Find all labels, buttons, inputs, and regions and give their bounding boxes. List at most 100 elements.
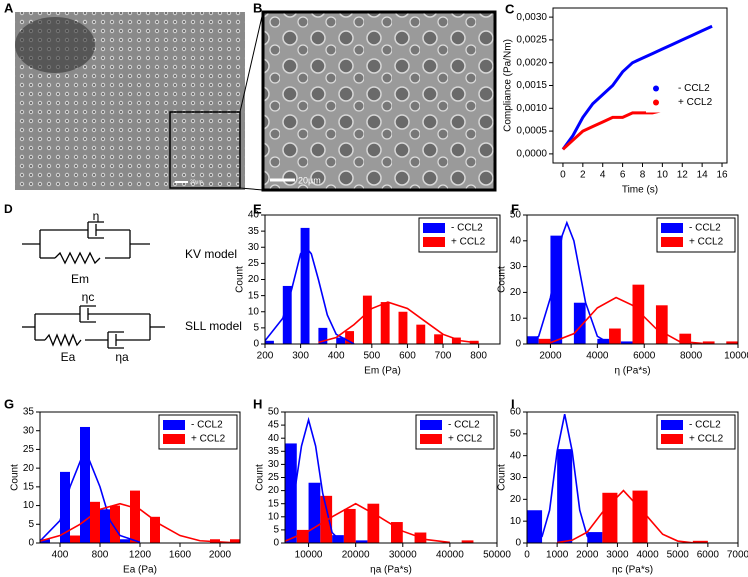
chart: H 10000 20000 30000 40000 50000 0 5 10 15 20 25 30 35… (253, 396, 511, 575)
image-b: 20μm B (253, 0, 497, 192)
legend-marker (420, 420, 442, 430)
plot-area (527, 414, 708, 543)
panel-letter: H (253, 396, 262, 411)
panel-letter: D (4, 202, 13, 216)
x-tick-label: 1000 (546, 550, 569, 561)
x-tick-label: 6000 (697, 550, 720, 561)
x-axis-label: Time (s) (622, 185, 658, 196)
y-tick-label: 40 (510, 235, 522, 246)
y-tick-label: 10 (248, 306, 260, 317)
y-tick-label: 35 (248, 226, 260, 237)
bar (702, 341, 715, 344)
legend-marker (423, 237, 445, 247)
y-tick-label: 0,0025 (516, 35, 547, 46)
bar (80, 426, 90, 543)
dark-region (15, 17, 95, 73)
y-tick-label: 10 (23, 500, 35, 511)
y-tick-label: 10 (510, 516, 522, 527)
x-tick-label: 0 (524, 550, 530, 561)
bar (434, 334, 444, 344)
y-tick-label: 0 (273, 538, 279, 549)
bar (726, 341, 738, 344)
plot-frame (284, 411, 498, 544)
plot-frame (526, 214, 739, 345)
y-tick-label: 0,0005 (516, 126, 547, 137)
bar (587, 532, 603, 543)
panel-letter: G (4, 396, 14, 411)
param-label: Em (71, 272, 89, 286)
bar (70, 535, 80, 543)
y-tick-label: 0,0020 (516, 57, 547, 68)
x-axis-label: ηc (Pa*s) (612, 565, 653, 576)
fit-curve (285, 502, 450, 543)
plot-frame (526, 411, 739, 544)
legend-marker (653, 85, 659, 92)
bar (296, 529, 309, 543)
bar (343, 508, 356, 543)
fit-curve (527, 220, 610, 344)
x-tick-label: 4 (600, 170, 606, 181)
plot-area (265, 227, 479, 344)
y-tick-label: 5 (273, 525, 279, 536)
model-label: SLL model (185, 319, 242, 333)
x-tick-label: 800 (92, 550, 109, 561)
y-tick-label: 10 (268, 511, 280, 522)
x-tick-label: 6 (620, 170, 626, 181)
x-tick-label: 8 (640, 170, 646, 181)
bar (679, 333, 692, 344)
y-tick-label: 50 (510, 428, 522, 439)
y-tick-label: 25 (23, 444, 35, 455)
x-tick-label: 50000 (483, 550, 511, 561)
y-tick-label: 0 (515, 538, 521, 549)
plot-area (285, 416, 474, 543)
panel-letter: A (4, 0, 14, 15)
plot-area (40, 426, 240, 543)
bar (655, 305, 668, 344)
x-tick-label: 6000 (633, 351, 656, 362)
bar (380, 302, 390, 344)
bar (60, 471, 70, 543)
bar (451, 337, 461, 344)
x-tick-label: 10000 (295, 550, 323, 561)
x-tick-label: 10 (657, 170, 669, 181)
y-tick-label: 10 (510, 313, 522, 324)
image-a: 20μm A (4, 0, 245, 190)
fit-curve (285, 416, 343, 543)
legend-label: + CCL2 (689, 434, 724, 445)
y-tick-label: 0 (28, 538, 34, 549)
bar (573, 302, 586, 344)
x-tick-label: 10000 (724, 351, 748, 362)
y-axis-label: Compliance (Pa/Nm) (503, 39, 514, 132)
y-tick-label: 25 (248, 258, 260, 269)
x-tick-label: 4000 (586, 351, 609, 362)
plot-area (527, 220, 738, 344)
x-axis-label: ηa (Pa*s) (370, 565, 412, 576)
chart: C 0 2 4 6 8 10 12 14 16 0,0000 0,0005 0,0010 0,0015 0,… (503, 1, 728, 195)
legend-marker (423, 223, 445, 233)
bar (300, 227, 310, 344)
y-tick-label: 0 (253, 339, 259, 350)
bar (336, 337, 346, 344)
bar (265, 340, 274, 344)
legend: - CCL2 + CCL2 (646, 78, 724, 113)
bar (282, 285, 292, 344)
bar (40, 539, 50, 543)
y-tick-label: 50 (510, 210, 522, 221)
bar (620, 341, 633, 344)
y-tick-label: 35 (23, 407, 35, 418)
param-label: Ea (61, 350, 76, 364)
bar (597, 338, 610, 344)
fit-curve (557, 489, 693, 543)
param-label: ηc (82, 290, 95, 304)
bar (345, 331, 355, 344)
x-tick-label: 2000 (209, 550, 232, 561)
bar (230, 539, 240, 543)
legend-label: - CCL2 (191, 420, 223, 431)
x-tick-label: 300 (292, 351, 309, 362)
y-tick-label: 60 (510, 407, 522, 418)
x-tick-label: 2 (580, 170, 586, 181)
x-tick-label: 4000 (636, 550, 659, 561)
legend-label: + CCL2 (451, 237, 486, 248)
bar (110, 505, 120, 543)
chart: I 0 1000 2000 3000 4000 5000 6000 7000 0 10 20 30 40 5… (497, 396, 748, 575)
